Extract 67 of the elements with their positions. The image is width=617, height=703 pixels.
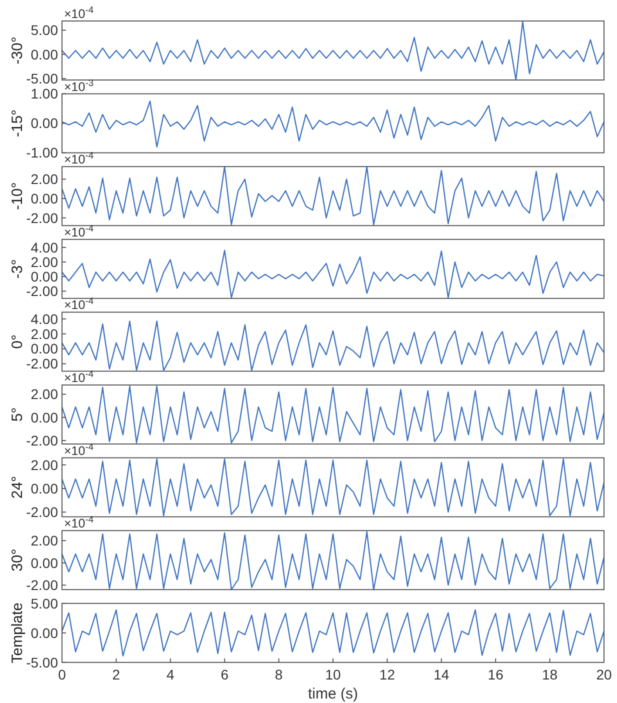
y-tick-label: -2.00 bbox=[26, 577, 58, 594]
y-tick-label: 2.00 bbox=[30, 326, 58, 342]
line-series bbox=[61, 20, 605, 81]
y-tick-label: 4.00 bbox=[30, 239, 58, 256]
x-tick-label: 2 bbox=[112, 666, 120, 682]
y-axis-title: Template bbox=[9, 602, 26, 664]
y-tick-label: 0.00 bbox=[30, 624, 58, 641]
y-tick-label: 2.00 bbox=[30, 456, 58, 473]
x-tick-label: 12 bbox=[379, 666, 396, 682]
y-tick-label: 0.00 bbox=[30, 268, 58, 284]
y-tick-label: 0.00 bbox=[30, 190, 58, 206]
line-series bbox=[61, 250, 605, 298]
y-tick-label: 0.00 bbox=[30, 46, 58, 62]
y-tick-label: 0.00 bbox=[30, 115, 58, 132]
x-tick-label: 18 bbox=[542, 666, 558, 682]
x-tick-label: 20 bbox=[596, 666, 612, 682]
x-tick-label: 16 bbox=[488, 666, 504, 682]
x-axis-title: time (s) bbox=[308, 685, 358, 702]
line-series bbox=[61, 320, 605, 372]
x-tick-label: 6 bbox=[220, 666, 229, 682]
y-axis-title: 30° bbox=[9, 548, 26, 572]
y-axis-title: -30° bbox=[9, 36, 26, 64]
line-series bbox=[61, 386, 605, 444]
annotation: ×10$^{-4}$ bbox=[64, 442, 94, 458]
y-axis-title: 24° bbox=[9, 476, 26, 499]
y-tick-label: -2.00 bbox=[26, 356, 58, 372]
annotation: ×10$^{-4}$ bbox=[64, 223, 94, 240]
line-series bbox=[61, 609, 605, 657]
x-tick-label: 0 bbox=[58, 666, 66, 682]
text: ×10$^{-4}$ bbox=[64, 5, 94, 21]
annotation: ×10$^{-4}$ bbox=[64, 369, 94, 385]
y-tick-label: -2.00 bbox=[26, 283, 58, 300]
line-series bbox=[61, 100, 605, 148]
annotation: ×10$^{-4}$ bbox=[64, 296, 94, 312]
y-axis-title: 0° bbox=[9, 334, 26, 349]
y-tick-label: 2.00 bbox=[30, 254, 58, 270]
y-tick-label: 0.00 bbox=[30, 554, 58, 571]
y-tick-label: 2.00 bbox=[30, 386, 58, 402]
x-tick-label: 10 bbox=[325, 666, 341, 682]
y-tick-label: 1.00 bbox=[30, 86, 58, 102]
y-tick-label: 5.00 bbox=[30, 595, 58, 612]
y-tick-label: 4.00 bbox=[30, 310, 58, 327]
y-tick-label: 0.00 bbox=[30, 480, 58, 496]
y-tick-label: 0.00 bbox=[30, 340, 58, 357]
y-tick-label: -5.00 bbox=[26, 70, 58, 86]
annotation: ×10$^{-3}$ bbox=[64, 78, 94, 94]
y-tick-label: 2.00 bbox=[30, 532, 58, 549]
y-tick-label: 0.00 bbox=[30, 409, 58, 426]
y-axis-title: -3° bbox=[9, 259, 26, 279]
y-axis-title: -10° bbox=[9, 182, 26, 210]
y-tick-label: -2.00 bbox=[26, 210, 58, 226]
annotation: ×10$^{-4}$ bbox=[64, 514, 94, 531]
x-tick-label: 4 bbox=[166, 666, 174, 682]
y-tick-label: 2.00 bbox=[30, 171, 58, 188]
line-series bbox=[61, 166, 605, 226]
y-tick-label: -5.00 bbox=[26, 654, 58, 670]
x-tick-label: 8 bbox=[274, 666, 283, 682]
line-series bbox=[61, 531, 605, 590]
y-tick-label: 5.00 bbox=[30, 22, 58, 38]
y-tick-label: -2.00 bbox=[26, 504, 58, 520]
y-axis-title: 5° bbox=[9, 407, 26, 422]
x-tick-label: 14 bbox=[434, 666, 450, 682]
y-axis-title: -15° bbox=[9, 109, 26, 138]
y-tick-label: -1.00 bbox=[26, 144, 58, 161]
annotation: ×10$^{-4}$ bbox=[64, 150, 94, 167]
line-series bbox=[61, 458, 605, 516]
y-tick-label: -2.00 bbox=[26, 432, 58, 448]
